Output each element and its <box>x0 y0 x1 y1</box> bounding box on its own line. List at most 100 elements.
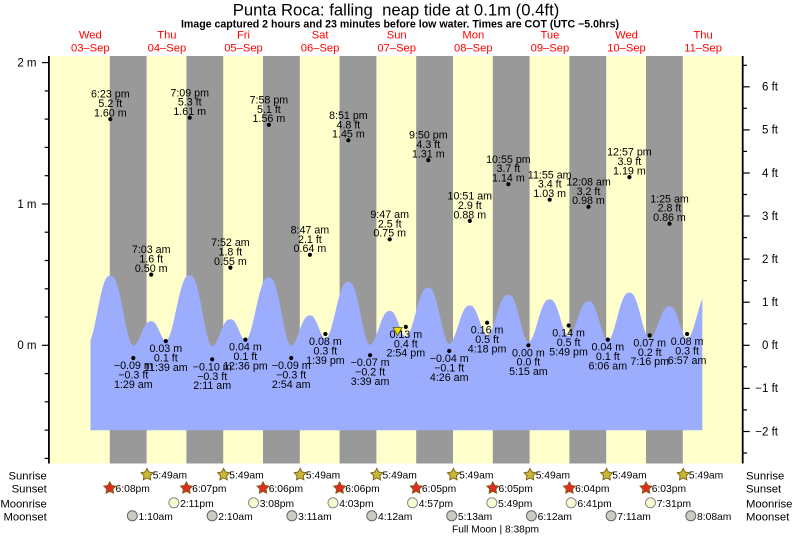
svg-text:Sunrise: Sunrise <box>8 470 46 482</box>
svg-text:Image captured 2 hours and 23: Image captured 2 hours and 23 minutes be… <box>181 19 619 31</box>
svg-text:1.45 m: 1.45 m <box>332 129 365 141</box>
svg-text:Sat: Sat <box>312 29 330 41</box>
svg-text:2:54 am: 2:54 am <box>272 379 311 391</box>
svg-text:0.2 ft: 0.2 ft <box>638 347 662 359</box>
svg-text:1.14 m: 1.14 m <box>492 173 525 185</box>
svg-text:−0.04 m: −0.04 m <box>430 353 469 365</box>
svg-text:1 ft: 1 ft <box>762 297 779 309</box>
svg-text:10:55 pm: 10:55 pm <box>486 154 531 166</box>
svg-text:1.60 m: 1.60 m <box>94 108 127 120</box>
svg-text:Tue: Tue <box>540 29 559 41</box>
svg-text:0.14 m: 0.14 m <box>552 328 585 340</box>
svg-text:7:11am: 7:11am <box>617 512 651 523</box>
svg-text:0.50 m: 0.50 m <box>135 263 168 275</box>
svg-text:0.5 ft: 0.5 ft <box>557 337 581 349</box>
svg-text:5:49am: 5:49am <box>459 471 493 482</box>
svg-text:−0.3 ft: −0.3 ft <box>118 369 148 381</box>
svg-text:0.64 m: 0.64 m <box>294 243 327 255</box>
svg-text:5:49am: 5:49am <box>689 471 723 482</box>
svg-text:Thu: Thu <box>157 29 176 41</box>
svg-text:0.1 ft: 0.1 ft <box>154 353 178 365</box>
svg-text:7:03 am: 7:03 am <box>132 244 171 256</box>
svg-text:0 ft: 0 ft <box>762 340 779 352</box>
svg-text:7:16 pm: 7:16 pm <box>630 356 669 368</box>
svg-text:10:51 am: 10:51 am <box>448 191 493 203</box>
svg-text:4.3 ft: 4.3 ft <box>416 139 440 151</box>
svg-text:8:51 pm: 8:51 pm <box>329 110 368 122</box>
svg-text:6:04pm: 6:04pm <box>575 484 609 495</box>
svg-text:10–Sep: 10–Sep <box>607 43 646 55</box>
svg-text:6:03pm: 6:03pm <box>652 484 686 495</box>
svg-text:Wed: Wed <box>79 29 102 41</box>
svg-text:4 ft: 4 ft <box>762 168 779 180</box>
svg-text:12:08 am: 12:08 am <box>566 176 611 188</box>
svg-text:1 m: 1 m <box>17 199 36 211</box>
svg-text:11:55 am: 11:55 am <box>528 169 572 181</box>
svg-text:3:08pm: 3:08pm <box>260 499 294 510</box>
svg-text:0.08 m: 0.08 m <box>309 336 342 348</box>
svg-text:3.2 ft: 3.2 ft <box>577 186 601 198</box>
svg-text:5.1 ft: 5.1 ft <box>257 104 281 116</box>
svg-text:Moonrise: Moonrise <box>0 498 46 510</box>
svg-text:7:31pm: 7:31pm <box>657 499 691 510</box>
svg-text:5:49pm: 5:49pm <box>498 499 532 510</box>
svg-text:6:06pm: 6:06pm <box>269 484 303 495</box>
svg-text:8:47 am: 8:47 am <box>291 224 330 236</box>
svg-text:05–Sep: 05–Sep <box>224 43 263 55</box>
svg-text:0.5 ft: 0.5 ft <box>475 334 499 346</box>
svg-text:0.1 ft: 0.1 ft <box>596 351 620 363</box>
svg-text:5:49 pm: 5:49 pm <box>549 346 588 358</box>
svg-text:0.07 m: 0.07 m <box>633 337 666 349</box>
svg-text:5 ft: 5 ft <box>762 125 779 137</box>
svg-text:1.56 m: 1.56 m <box>253 113 286 125</box>
svg-text:6:57 am: 6:57 am <box>668 355 707 367</box>
svg-text:6:23 pm: 6:23 pm <box>91 89 130 101</box>
svg-text:0.00 m: 0.00 m <box>512 347 545 359</box>
svg-text:2.9 ft: 2.9 ft <box>458 200 482 212</box>
svg-text:0.88 m: 0.88 m <box>453 209 486 221</box>
svg-text:Thu: Thu <box>693 29 712 41</box>
svg-text:Moonrise: Moonrise <box>746 498 792 510</box>
svg-text:3.9 ft: 3.9 ft <box>618 156 642 168</box>
svg-text:0.55 m: 0.55 m <box>214 256 247 268</box>
svg-text:6 ft: 6 ft <box>762 82 779 94</box>
svg-text:1:39 pm: 1:39 pm <box>306 355 345 367</box>
svg-text:−0.10 m: −0.10 m <box>193 361 232 373</box>
svg-text:Moonset: Moonset <box>3 511 47 523</box>
svg-text:Sunrise: Sunrise <box>746 470 784 482</box>
svg-text:5:49am: 5:49am <box>612 471 646 482</box>
svg-text:4.8 ft: 4.8 ft <box>337 119 361 131</box>
svg-text:6:06pm: 6:06pm <box>345 484 379 495</box>
svg-text:6:08pm: 6:08pm <box>116 484 150 495</box>
svg-text:0.04 m: 0.04 m <box>591 342 624 354</box>
svg-text:0.75 m: 0.75 m <box>373 228 406 240</box>
svg-text:06–Sep: 06–Sep <box>301 43 340 55</box>
svg-text:1:25 am: 1:25 am <box>650 193 689 205</box>
svg-text:2 m: 2 m <box>17 57 36 69</box>
svg-text:0.0 ft: 0.0 ft <box>517 357 541 369</box>
svg-text:5:49am: 5:49am <box>383 471 417 482</box>
svg-text:0.13 m: 0.13 m <box>389 329 422 341</box>
svg-text:6:41pm: 6:41pm <box>577 499 611 510</box>
svg-text:0.1 ft: 0.1 ft <box>234 351 258 363</box>
svg-text:9:47 am: 9:47 am <box>370 209 409 221</box>
svg-text:6:12am: 6:12am <box>538 512 572 523</box>
svg-text:11:39 am: 11:39 am <box>144 362 188 374</box>
svg-text:−0.3 ft: −0.3 ft <box>197 371 227 383</box>
svg-text:6:05pm: 6:05pm <box>422 484 456 495</box>
svg-text:04–Sep: 04–Sep <box>148 43 187 55</box>
svg-text:3:11am: 3:11am <box>298 512 332 523</box>
svg-text:Moonset: Moonset <box>746 511 790 523</box>
svg-text:0.16 m: 0.16 m <box>471 325 504 337</box>
svg-text:−0.07 m: −0.07 m <box>351 357 390 369</box>
svg-text:2:11pm: 2:11pm <box>180 499 214 510</box>
svg-text:5:49am: 5:49am <box>306 471 340 482</box>
svg-text:4:03pm: 4:03pm <box>339 499 373 510</box>
svg-text:1.19 m: 1.19 m <box>613 166 646 178</box>
svg-text:5:49am: 5:49am <box>536 471 570 482</box>
svg-text:−0.1 ft: −0.1 ft <box>434 362 464 374</box>
svg-text:03–Sep: 03–Sep <box>71 43 110 55</box>
svg-text:−0.09 m: −0.09 m <box>114 360 153 372</box>
svg-text:Punta Roca: falling neap tide: Punta Roca: falling neap tide at 0.1m (0… <box>233 1 560 20</box>
svg-text:12:57 pm: 12:57 pm <box>607 147 652 159</box>
